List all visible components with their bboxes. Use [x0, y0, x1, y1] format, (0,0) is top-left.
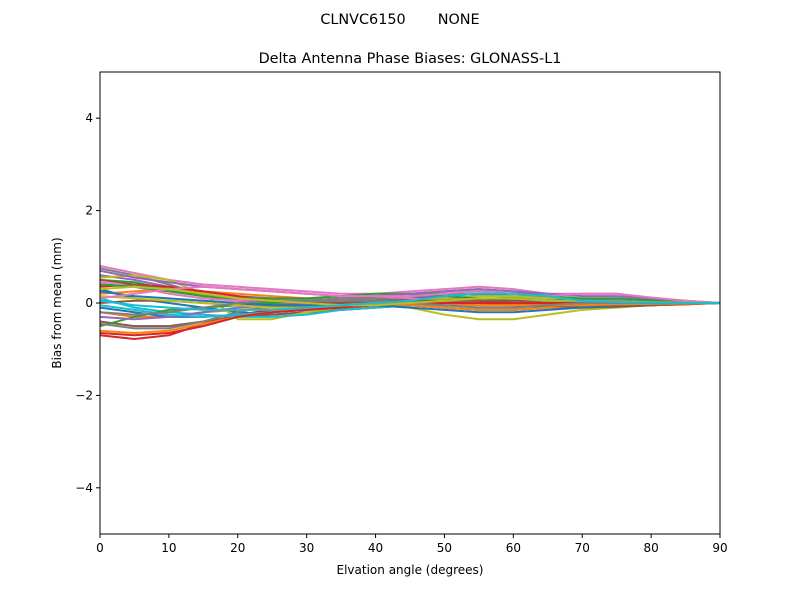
- x-tick-label: 40: [368, 541, 383, 555]
- series-line-30: [100, 292, 720, 311]
- series-layer: [100, 265, 720, 340]
- x-tick-label: 30: [299, 541, 314, 555]
- chart-title: Delta Antenna Phase Biases: GLONASS-L1: [259, 51, 562, 67]
- x-tick-label: 60: [506, 541, 521, 555]
- y-tick-label: 4: [85, 111, 93, 125]
- x-tick-label: 10: [161, 541, 176, 555]
- y-tick-label: 2: [85, 204, 93, 218]
- x-tick-label: 80: [643, 541, 658, 555]
- y-tick-label: −2: [75, 388, 93, 402]
- tick-layer: 0 10 20 30 40 50 60 70 80 90 −4 −2 0 2 4: [75, 111, 727, 555]
- x-tick-label: 20: [230, 541, 245, 555]
- x-tick-label: 0: [96, 541, 104, 555]
- series-line-27: [100, 285, 720, 304]
- y-axis-label: Bias from mean (mm): [50, 237, 64, 368]
- x-tick-label: 50: [437, 541, 452, 555]
- x-tick-label: 70: [575, 541, 590, 555]
- y-tick-label: 0: [85, 296, 93, 310]
- figure-suptitle: CLNVC6150 NONE: [320, 12, 479, 28]
- x-axis-label: Elvation angle (degrees): [337, 563, 484, 577]
- y-tick-label: −4: [75, 481, 93, 495]
- x-tick-label: 90: [712, 541, 727, 555]
